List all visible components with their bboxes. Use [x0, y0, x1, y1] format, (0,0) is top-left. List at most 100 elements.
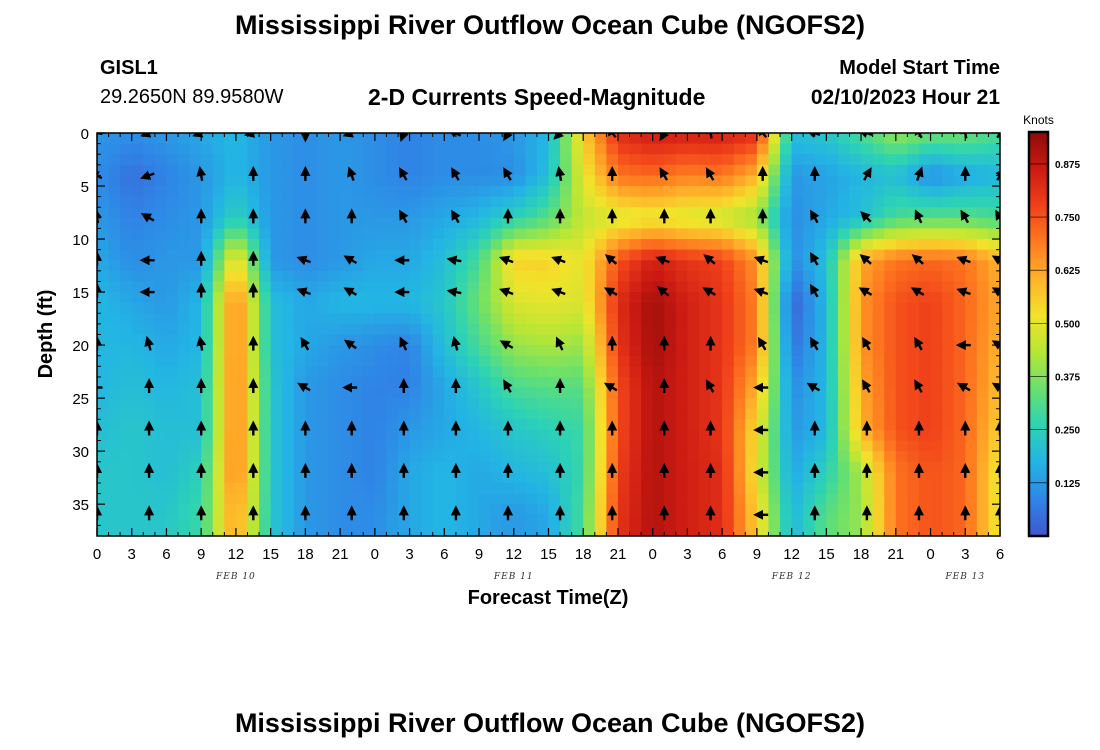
heat-cell	[768, 239, 781, 251]
heat-cell	[490, 461, 503, 473]
heat-cell	[143, 398, 156, 410]
heat-cell	[224, 239, 237, 251]
heat-cell	[212, 345, 225, 357]
heat-cell	[467, 376, 480, 389]
heat-cell	[652, 196, 665, 208]
heat-cell	[629, 345, 642, 357]
heat-cell	[745, 292, 758, 304]
heat-cell	[189, 514, 202, 526]
heat-cell	[895, 355, 908, 367]
heat-cell	[791, 143, 804, 155]
heat-cell	[212, 164, 225, 177]
heat-cell	[652, 154, 665, 166]
heat-cell	[154, 164, 168, 177]
heat-cell	[479, 504, 492, 516]
heat-cell	[664, 504, 677, 516]
heat-cell	[548, 313, 561, 325]
heat-cell	[282, 228, 295, 240]
current-vector-arrow	[604, 254, 618, 265]
heat-cell	[710, 398, 723, 410]
heat-cell	[479, 228, 492, 240]
heat-cell	[722, 504, 735, 516]
heat-cell	[259, 408, 272, 420]
heat-cell	[444, 154, 457, 166]
heat-cell	[953, 440, 966, 452]
heat-cell	[201, 482, 214, 495]
heat-cell	[143, 239, 156, 251]
heat-cell	[768, 461, 781, 473]
heat-cell	[895, 133, 908, 145]
heat-cell	[803, 366, 816, 378]
heat-cell	[722, 461, 735, 473]
heat-cell	[536, 419, 550, 431]
heat-cell	[733, 313, 746, 325]
heat-cell	[629, 387, 642, 399]
heat-cell	[259, 419, 272, 431]
heat-cell	[108, 292, 121, 304]
heat-cell	[976, 292, 990, 304]
heat-cell	[212, 525, 225, 536]
heat-cell	[907, 217, 920, 230]
heat-cell	[316, 270, 330, 283]
colorbar-tick-label: 0.500	[1055, 319, 1080, 330]
heat-cell	[687, 207, 700, 219]
heat-cell	[745, 504, 758, 516]
heat-cell	[120, 186, 133, 198]
heat-cell	[421, 239, 434, 251]
heat-cell	[328, 482, 341, 495]
heat-cell	[374, 292, 388, 304]
heat-cell	[791, 376, 804, 389]
x-tick-label: 15	[540, 546, 557, 563]
heat-cell	[525, 387, 538, 399]
heat-cell	[826, 313, 839, 325]
heat-cell	[143, 514, 156, 526]
current-vector-arrow	[753, 255, 769, 266]
heat-cell	[872, 228, 885, 240]
heat-cell	[571, 302, 584, 314]
heat-cell	[895, 175, 908, 187]
heat-cell	[525, 440, 538, 452]
heat-cell	[687, 366, 700, 378]
heat-cell	[386, 313, 399, 325]
heat-cell	[374, 408, 388, 420]
heat-cell	[305, 281, 318, 293]
heat-cell	[513, 143, 526, 155]
heat-cell	[826, 323, 839, 336]
heat-cell	[675, 334, 689, 346]
heat-cell	[988, 355, 1000, 367]
heat-cell	[745, 472, 758, 484]
heat-cell	[363, 196, 376, 208]
heat-cell	[548, 429, 561, 442]
heat-cell	[652, 175, 665, 187]
heat-cell	[675, 302, 689, 314]
heat-cell	[479, 408, 492, 420]
heat-cell	[247, 196, 260, 208]
heat-cell	[235, 239, 249, 251]
heat-cell	[166, 440, 179, 452]
heat-cell	[467, 525, 480, 536]
heat-cell	[837, 186, 851, 198]
heat-cell	[166, 133, 179, 145]
heat-cell	[872, 514, 885, 526]
heat-cell	[502, 440, 515, 452]
heat-cell	[803, 154, 816, 166]
heat-cell	[606, 355, 619, 367]
heat-cell	[525, 355, 538, 367]
heat-cell	[328, 323, 341, 336]
heat-cell	[953, 398, 966, 410]
x-tick-label: 0	[926, 546, 934, 563]
heat-cell	[235, 387, 249, 399]
heat-cell	[282, 525, 295, 536]
heat-cell	[826, 387, 839, 399]
heat-cell	[467, 323, 480, 336]
heat-cell	[976, 334, 990, 346]
heat-cell	[583, 249, 596, 261]
heat-cell	[629, 366, 642, 378]
heat-cell	[97, 482, 110, 495]
heat-cell	[282, 345, 295, 357]
heat-cell	[189, 133, 202, 145]
current-vector-arrow	[956, 287, 971, 298]
heat-cell	[942, 196, 955, 208]
heat-cell	[120, 408, 133, 420]
heat-cell	[409, 154, 422, 166]
